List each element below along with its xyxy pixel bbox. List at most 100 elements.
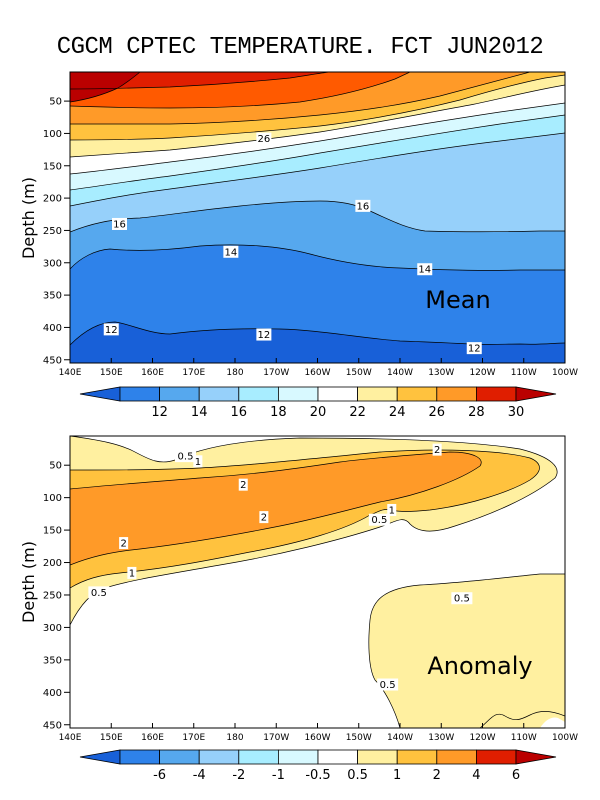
ytick-label: 450 bbox=[43, 720, 62, 731]
ytick-label: 400 bbox=[43, 688, 62, 699]
contour-label-bg bbox=[112, 217, 127, 230]
mean-contour-fill bbox=[70, 72, 565, 363]
colorbar-swatch bbox=[396, 386, 438, 402]
xtick-label: 170E bbox=[182, 368, 205, 378]
ytick-label: 50 bbox=[49, 97, 62, 108]
contour-label-bg bbox=[368, 513, 390, 526]
anomaly-contour-fill bbox=[70, 436, 565, 728]
colorbar-swatch bbox=[357, 749, 398, 765]
colorbar-label: 14 bbox=[191, 405, 208, 420]
colorbar-label: -1 bbox=[272, 768, 285, 783]
contour-label: 12 bbox=[258, 330, 271, 341]
xtick-label: 120W bbox=[469, 733, 495, 743]
colorbar-left-arrow bbox=[79, 386, 121, 402]
mean-axes: 50 100 150 200 250 300 350 400 450 140E 150E 160E 17… bbox=[43, 97, 578, 378]
contour-label-bg bbox=[175, 450, 196, 463]
xtick-label: 170E bbox=[182, 733, 205, 743]
colorbar-label: 30 bbox=[508, 405, 525, 420]
contour-label-bg bbox=[193, 455, 203, 468]
contour-label: 1 bbox=[195, 457, 201, 468]
colorbar-label: -2 bbox=[232, 768, 245, 783]
mean-colorbar: 12 14 16 18 20 22 24 26 28 30 bbox=[79, 386, 557, 420]
colorbar-swatch bbox=[119, 386, 160, 402]
colorbar-swatch bbox=[396, 749, 438, 765]
contour-label: 14 bbox=[418, 265, 431, 276]
contour-label-bg bbox=[127, 566, 137, 579]
mean-ylabel: Depth (m) bbox=[19, 177, 38, 259]
xtick-label: 110W bbox=[511, 733, 537, 743]
xtick-label: 130W bbox=[428, 368, 454, 378]
colorbar-label: 22 bbox=[349, 405, 366, 420]
contour-label-bg bbox=[256, 132, 272, 145]
anomaly-colorbar: -6 -4 -2 -1 -0.5 0.5 1 2 4 6 bbox=[79, 749, 557, 783]
anomaly-panel-label: Anomaly bbox=[427, 652, 532, 680]
band-anomaly-patch bbox=[368, 574, 565, 728]
contour-label: 2 bbox=[434, 445, 440, 456]
xtick-label: 100W bbox=[552, 368, 578, 378]
colorbar-swatch bbox=[475, 386, 517, 402]
contour-label: 12 bbox=[468, 344, 481, 355]
contour-label: 0.5 bbox=[454, 594, 470, 605]
ytick-label: 450 bbox=[43, 355, 62, 366]
colorbar-label: 12 bbox=[151, 405, 168, 420]
colorbar-swatch bbox=[436, 749, 477, 765]
contour-label: 2 bbox=[261, 513, 267, 524]
xtick-label: 140E bbox=[59, 733, 82, 743]
colorbar-right-arrow bbox=[515, 386, 557, 402]
ytick-label: 350 bbox=[43, 655, 62, 666]
colorbar-label: 18 bbox=[270, 405, 287, 420]
contour-label-bg bbox=[377, 678, 399, 691]
xtick-label: 180 bbox=[226, 733, 243, 743]
contour-label: 26 bbox=[258, 134, 271, 145]
contour-label: 14 bbox=[225, 247, 238, 258]
ytick-label: 100 bbox=[43, 493, 62, 504]
colorbar-swatch bbox=[238, 749, 279, 765]
contour-label-bg bbox=[88, 586, 110, 599]
ytick-label: 300 bbox=[43, 623, 62, 634]
colorbar-label: 20 bbox=[310, 405, 327, 420]
colorbar-swatch bbox=[317, 749, 358, 765]
ytick-label: 350 bbox=[43, 291, 62, 302]
ytick-label: 300 bbox=[43, 258, 62, 269]
contour-label-bg bbox=[451, 592, 473, 605]
ytick-label: 100 bbox=[43, 129, 62, 140]
xtick-label: 170W bbox=[263, 733, 289, 743]
contour-label-bg bbox=[238, 478, 248, 491]
ytick-label: 50 bbox=[49, 461, 62, 472]
contour-label: 0.5 bbox=[178, 452, 194, 463]
xtick-label: 160E bbox=[141, 733, 164, 743]
xtick-label: 160W bbox=[304, 733, 330, 743]
xtick-label: 110W bbox=[511, 368, 537, 378]
colorbar-label: -0.5 bbox=[305, 768, 330, 783]
colorbar-swatch bbox=[159, 749, 200, 765]
contour-label: 16 bbox=[113, 219, 126, 230]
mean-contour-labels: 26 16 16 14 14 12 12 12 bbox=[103, 132, 482, 355]
contour-label: 0.5 bbox=[371, 515, 387, 526]
ytick-label: 150 bbox=[43, 161, 62, 172]
xtick-label: 160E bbox=[141, 368, 164, 378]
contour-label: 2 bbox=[240, 480, 246, 491]
contour-label: 0.5 bbox=[91, 588, 107, 599]
ytick-label: 400 bbox=[43, 323, 62, 334]
xtick-label: 150E bbox=[100, 368, 123, 378]
colorbar-label: 16 bbox=[231, 405, 248, 420]
colorbar-label: 24 bbox=[389, 405, 406, 420]
contour-label-bg bbox=[223, 245, 239, 258]
colorbar-label: 26 bbox=[429, 405, 446, 420]
xtick-label: 160W bbox=[304, 368, 330, 378]
contour-label-bg bbox=[103, 323, 119, 336]
page-title: CGCM CPTEC TEMPERATURE. FCT JUN2012 bbox=[56, 34, 544, 61]
xtick-label: 150W bbox=[346, 733, 372, 743]
xtick-label: 150W bbox=[346, 368, 372, 378]
colorbar-left-arrow bbox=[79, 749, 121, 765]
band-gt-34 bbox=[70, 72, 140, 102]
xtick-label: 180 bbox=[226, 368, 243, 378]
contour-label-bg bbox=[466, 342, 482, 355]
colorbar-right-arrow bbox=[515, 749, 557, 765]
contour-label: 2 bbox=[120, 539, 126, 550]
contour-label-bg bbox=[119, 537, 129, 550]
colorbar-label: 6 bbox=[512, 768, 520, 783]
colorbar-swatch bbox=[357, 386, 398, 402]
xtick-label: 140E bbox=[59, 368, 82, 378]
